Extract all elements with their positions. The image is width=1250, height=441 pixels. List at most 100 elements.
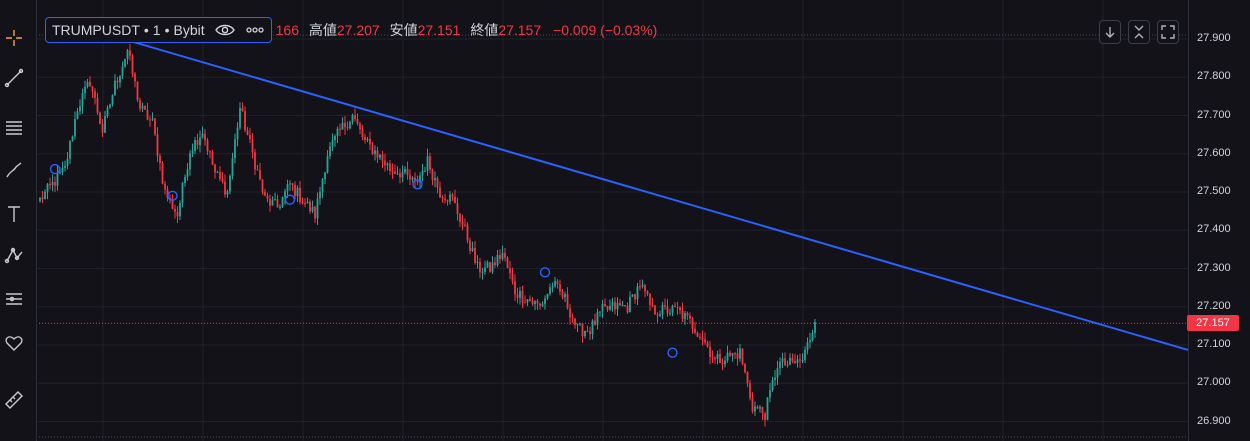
brush-icon[interactable]	[0, 155, 28, 187]
candle-body	[351, 115, 354, 122]
candle	[484, 260, 486, 275]
candle	[594, 313, 596, 326]
candle	[131, 53, 134, 78]
candle	[326, 150, 329, 174]
candle	[299, 180, 301, 205]
legend-separator: •	[143, 22, 149, 38]
candle	[354, 108, 356, 122]
price-tick-label: 27.100	[1197, 338, 1231, 350]
candle-body	[409, 174, 411, 180]
candle	[796, 354, 799, 368]
open-value: 166	[275, 22, 299, 38]
candle	[316, 192, 319, 225]
candle	[229, 174, 231, 195]
candle-body	[641, 284, 644, 287]
symbol-legend-box[interactable]: TRUMPUSDT • 1 • Bybit	[45, 17, 272, 43]
candle-body	[696, 332, 699, 337]
candle	[684, 310, 686, 325]
candle	[81, 88, 84, 114]
candle-body	[169, 197, 171, 199]
candle-body	[471, 248, 474, 251]
candle-body	[186, 169, 189, 177]
candle	[84, 80, 86, 100]
price-axis[interactable]	[1188, 0, 1250, 441]
forecast-icon[interactable]	[0, 283, 28, 315]
candle	[809, 332, 811, 349]
candle	[361, 124, 364, 141]
candle-body	[799, 359, 801, 361]
candle-body	[286, 184, 289, 192]
symbol-name: TRUMPUSDT	[52, 22, 140, 38]
candle	[569, 303, 571, 325]
heart-icon[interactable]	[0, 327, 28, 359]
collapse-icon[interactable]	[1128, 20, 1150, 44]
candle	[124, 58, 126, 68]
candle-body	[59, 172, 61, 174]
fullscreen-icon[interactable]	[1157, 20, 1179, 44]
candle	[56, 165, 59, 191]
candle	[334, 134, 336, 147]
candle-body	[74, 119, 76, 137]
candle-body	[426, 156, 429, 171]
candle-body	[446, 200, 449, 202]
signal-markers	[49, 163, 678, 358]
candle	[156, 127, 159, 162]
candle	[301, 197, 304, 205]
trend-line-icon[interactable]	[0, 62, 28, 94]
candle	[259, 163, 261, 181]
candle-body	[241, 108, 244, 111]
candle	[451, 192, 454, 201]
crosshair-icon[interactable]	[0, 22, 28, 54]
candle	[554, 276, 556, 288]
candle	[631, 294, 634, 298]
candle-body	[691, 318, 694, 329]
candle	[246, 126, 249, 136]
candle-body	[396, 173, 399, 175]
candle-body	[486, 262, 489, 268]
arrow-down-icon[interactable]	[1099, 20, 1121, 44]
candle-body	[359, 123, 361, 130]
candle-body	[776, 368, 779, 378]
candle-body	[444, 198, 446, 201]
more-icon[interactable]	[245, 27, 265, 33]
candle-body	[766, 397, 769, 420]
ruler-icon[interactable]	[0, 383, 28, 415]
text-icon[interactable]	[0, 198, 28, 230]
candle	[496, 250, 499, 268]
candle	[536, 298, 539, 310]
candle-body	[201, 133, 204, 138]
candle	[786, 360, 789, 368]
candle-body	[229, 175, 231, 192]
pattern-icon[interactable]	[0, 240, 28, 272]
candle-body	[506, 257, 509, 269]
eye-icon[interactable]	[214, 23, 235, 37]
candle	[574, 317, 576, 329]
candle	[396, 166, 399, 175]
candle	[39, 197, 41, 203]
candle-body	[71, 136, 74, 141]
candle	[711, 350, 714, 363]
candle	[714, 356, 716, 364]
candle	[459, 213, 461, 227]
candle	[106, 105, 109, 119]
candlestick-series	[39, 44, 816, 427]
candle-body	[121, 66, 124, 76]
ohlc-values: 166 高値27.207 安値27.151 終値27.157 −0.009 (−…	[276, 20, 658, 40]
candle-body	[219, 172, 221, 180]
trend-line[interactable]	[109, 34, 1189, 351]
fib-retracement-icon[interactable]	[0, 112, 28, 144]
candle	[359, 121, 361, 135]
candle	[71, 135, 74, 142]
candle-body	[809, 340, 811, 343]
candle-body	[106, 107, 109, 117]
candle-body	[771, 380, 774, 390]
candle	[276, 194, 279, 208]
candle-body	[629, 296, 631, 313]
candle-body	[64, 165, 66, 168]
candle-body	[349, 121, 351, 129]
candle-body	[249, 135, 251, 140]
candle-body	[636, 286, 639, 300]
candle-body	[644, 284, 646, 292]
candle-body	[344, 122, 346, 128]
